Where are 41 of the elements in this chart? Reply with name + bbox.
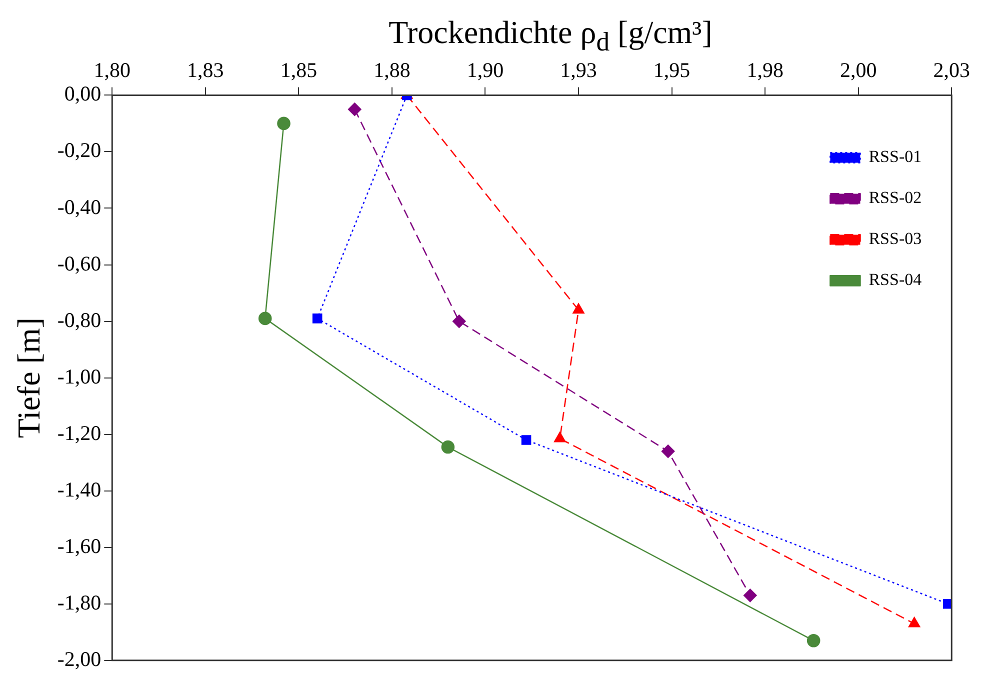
point — [908, 617, 920, 628]
y-tick-label: -1,60 — [57, 534, 102, 558]
point — [521, 435, 532, 445]
point — [441, 440, 455, 454]
point — [312, 314, 322, 324]
x-tick-label: 1,85 — [280, 58, 318, 82]
y-tick-label: 0,00 — [64, 82, 102, 106]
y-tick-label: -1,20 — [57, 420, 102, 445]
legend-label: RSS-01 — [868, 147, 922, 166]
y-tick-label: -0,60 — [57, 251, 102, 276]
point — [744, 588, 757, 602]
x-tick-label: 1,90 — [466, 58, 504, 82]
point — [572, 303, 584, 314]
x-tick-label: 1,88 — [374, 58, 410, 82]
x-tick-label: 1,95 — [653, 58, 690, 82]
legend-label: RSS-02 — [868, 188, 922, 208]
point — [806, 634, 820, 648]
legend-label: RSS-03 — [868, 229, 922, 248]
x-tick-label: 2,00 — [840, 58, 877, 82]
x-tick-label: 2,03 — [933, 58, 970, 82]
point — [452, 314, 466, 328]
y-tick-label: -1,00 — [57, 364, 102, 388]
y-tick-label: -1,40 — [57, 477, 102, 502]
y-tick-label: -0,80 — [57, 308, 102, 332]
x-axis-title: Trockendichte ρ$_{d}$ [g/cm³] — [388, 13, 714, 56]
y-tick-label: -0,40 — [57, 194, 102, 219]
y-tick-label: -0,20 — [57, 138, 102, 162]
x-tick-label: 1,80 — [94, 58, 131, 82]
point — [661, 444, 675, 458]
x-tick-label: 1,93 — [560, 58, 597, 82]
point — [348, 102, 362, 116]
x-tick-label: 1,83 — [187, 58, 224, 82]
y-tick-label: -2,00 — [57, 646, 102, 671]
y-tick-label: -1,80 — [57, 590, 102, 614]
point — [258, 312, 272, 326]
point — [943, 598, 952, 609]
point — [277, 116, 290, 130]
legend-label: RSS-04 — [868, 270, 922, 290]
y-axis-title: Tiefe [m] — [10, 318, 47, 438]
point — [554, 432, 566, 442]
x-tick-label: 1,98 — [746, 58, 784, 82]
